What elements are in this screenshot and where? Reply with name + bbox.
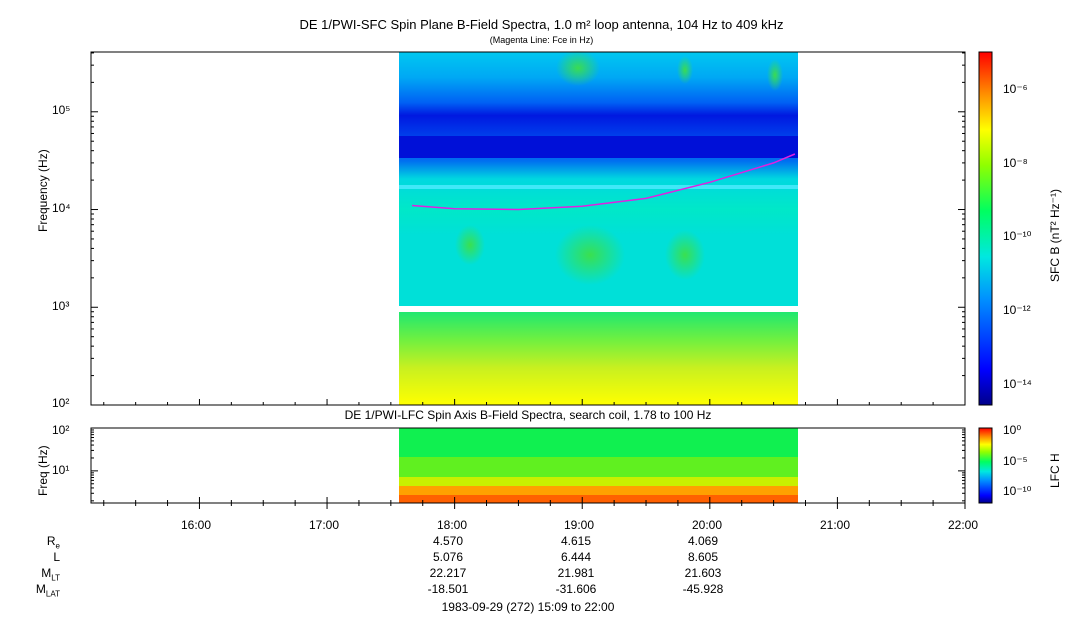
eph-value: -18.501 [427, 582, 469, 596]
lfc-band [399, 495, 798, 503]
eph-value: 21.603 [684, 566, 722, 580]
sfc-emission [555, 225, 625, 285]
sfc-cbar-tick: 10⁻⁸ [1003, 156, 1028, 170]
sfc-cbar-tick: 10⁻¹⁴ [1003, 377, 1032, 391]
lfc-band [399, 486, 798, 495]
axis-ticks [91, 52, 966, 509]
lfc-cbar-tick: 10⁰ [1003, 423, 1022, 437]
eph-label-re: Re [46, 534, 60, 551]
lfc-band [399, 428, 798, 457]
lfc-ytick-label: 10¹ [52, 463, 70, 477]
sfc-dark-band [399, 136, 798, 158]
eph-value: 4.615 [560, 534, 592, 548]
sfc-emission [455, 225, 485, 265]
eph-value: 8.605 [687, 550, 719, 564]
sfc-emission [767, 59, 783, 91]
xtick-label: 18:00 [437, 518, 468, 532]
sfc-cbar-tick: 10⁻¹⁰ [1003, 229, 1032, 243]
eph-label-l: L [53, 550, 60, 564]
eph-value: 21.981 [557, 566, 595, 580]
chart-subtitle: (Magenta Line: Fce in Hz) [489, 35, 594, 45]
sfc-ytick-label: 10² [52, 396, 70, 410]
xtick-label: 16:00 [181, 518, 212, 532]
eph-label-mlat: MLAT [35, 582, 60, 599]
sfc-ytick-label: 10⁴ [52, 201, 71, 215]
lfc-colorbar-label: LFC H [1048, 453, 1062, 488]
eph-value: -45.928 [682, 582, 724, 596]
sfc-colorbar [978, 51, 993, 406]
lfc-colorbar [978, 427, 993, 504]
lfc-ylabel: Freq (Hz) [36, 445, 50, 496]
sfc-ytick-label: 10⁵ [52, 103, 71, 117]
sfc-cbar-tick: 10⁻⁶ [1003, 82, 1028, 96]
lfc-band [399, 457, 798, 477]
sfc-cbar-tick: 10⁻¹² [1003, 303, 1031, 317]
sfc-frame [90, 51, 966, 406]
xtick-label: 20:00 [692, 518, 723, 532]
eph-label-mlt: MLT [41, 566, 60, 583]
date-range: 1983-09-29 (272) 15:09 to 22:00 [441, 600, 615, 614]
sfc-ylabel: Frequency (Hz) [36, 149, 50, 232]
lfc-spectrogram [399, 428, 798, 503]
lfc-ytick-label: 10² [52, 423, 70, 437]
xtick-label: 21:00 [820, 518, 851, 532]
sfc-emission [677, 56, 693, 84]
eph-value: 4.069 [687, 534, 719, 548]
eph-value: 6.444 [560, 550, 592, 564]
lfc-cbar-tick: 10⁻⁵ [1003, 454, 1028, 468]
chart-title: DE 1/PWI-SFC Spin Plane B-Field Spectra,… [299, 17, 784, 32]
lfc-frame [90, 427, 966, 504]
lfc-cbar-tick: 10⁻¹⁰ [1003, 484, 1032, 498]
xtick-label: 19:00 [564, 518, 595, 532]
sfc-ytick-label: 10³ [52, 299, 70, 313]
eph-value: 5.076 [432, 550, 464, 564]
sfc-lower-band [399, 312, 798, 405]
fce-line [412, 153, 796, 211]
xtick-label: 22:00 [948, 518, 979, 532]
sfc-spectrogram [399, 50, 798, 405]
eph-value: 22.217 [429, 566, 467, 580]
sfc-emission [665, 230, 705, 280]
eph-value: 4.570 [432, 534, 464, 548]
xtick-label: 17:00 [309, 518, 340, 532]
sfc-cyan-line [399, 185, 798, 189]
lfc-band [399, 477, 798, 486]
sfc-colorbar-label: SFC B (nT² Hz⁻¹) [1048, 189, 1062, 282]
sfc-emission [556, 50, 600, 86]
panel2-title: DE 1/PWI-LFC Spin Axis B-Field Spectra, … [344, 408, 712, 422]
eph-value: -31.606 [555, 582, 597, 596]
